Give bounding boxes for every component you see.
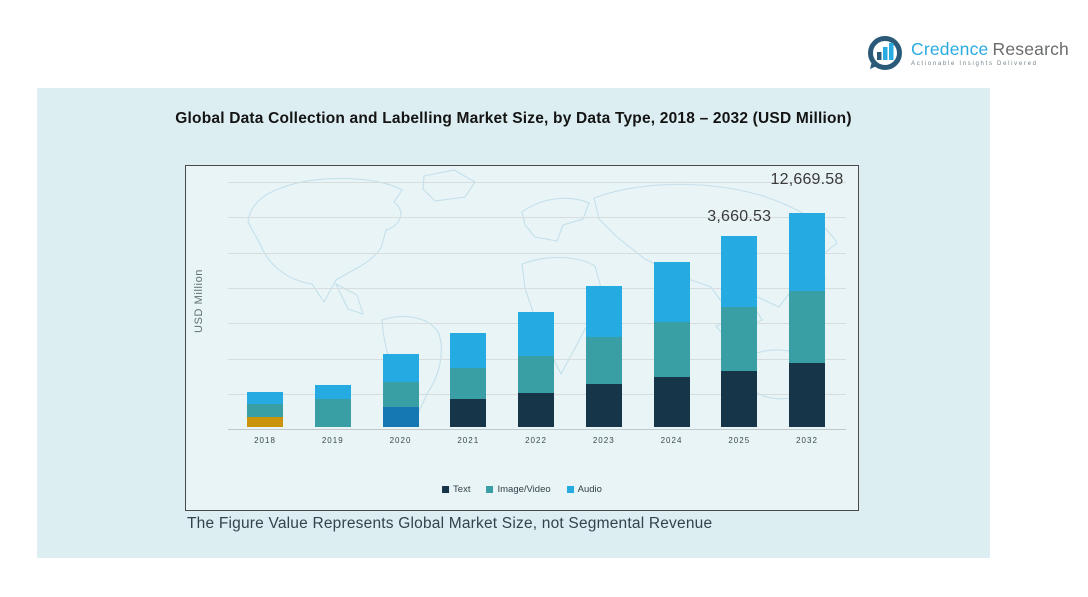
x-tick-2032: 2032 — [796, 436, 818, 445]
x-tick-2022: 2022 — [525, 436, 547, 445]
bar-2023-segment-image-video — [585, 337, 622, 384]
bar-2019-segment-audio — [314, 385, 351, 399]
bar-2018-segment-audio — [247, 392, 283, 404]
x-axis-line — [228, 429, 846, 430]
bar-2021-segment-audio — [450, 333, 487, 368]
footnote: The Figure Value Represents Global Marke… — [187, 515, 713, 532]
plot-area: USD Million Text Image/Video Audio 2018 201… — [185, 165, 859, 511]
bar-2022-segment-audio — [518, 312, 554, 356]
bar-2025-segment-audio — [721, 236, 758, 307]
gridline — [228, 217, 846, 219]
bar-2022-segment-image-video — [518, 356, 554, 393]
bar-2021 — [450, 333, 487, 427]
bar-2020-segment-audio — [382, 354, 419, 382]
legend-swatch-audio — [566, 486, 574, 493]
bar-2020-segment-image-video — [382, 382, 419, 407]
x-tick-2018: 2018 — [254, 436, 276, 445]
legend-label: Image/Video — [497, 484, 551, 495]
bar-2024-segment-text — [653, 377, 690, 427]
x-tick-2021: 2021 — [457, 436, 480, 445]
legend-label: Text — [453, 484, 471, 495]
gridline — [228, 252, 846, 254]
x-tick-2024: 2024 — [660, 436, 683, 445]
x-tick-2025: 2025 — [728, 436, 751, 445]
bar-2025-segment-image-video — [721, 307, 758, 371]
bar-2021-segment-image-video — [450, 368, 487, 399]
legend: Text Image/Video Audio — [442, 484, 602, 495]
bar-2019 — [314, 385, 351, 427]
brand-name-primary: Credence — [911, 38, 989, 59]
bar-2024-segment-audio — [653, 262, 690, 322]
gridline — [228, 182, 846, 183]
legend-item-text: Text — [442, 484, 470, 495]
bar-2025 — [721, 236, 758, 427]
bar-2023-segment-text — [585, 384, 622, 427]
bar-2018 — [247, 392, 283, 427]
x-tick-2023: 2023 — [592, 436, 615, 445]
bar-2032 — [789, 213, 825, 427]
legend-label: Audio — [577, 484, 602, 495]
bar-2023-segment-audio — [585, 286, 622, 337]
bar-2021-segment-text — [450, 399, 487, 427]
x-tick-2019: 2019 — [321, 436, 344, 445]
data-label-2032: 12,669.58 — [770, 171, 844, 188]
bar-2018-segment-text — [247, 417, 283, 427]
bar-2019-segment-image-video — [314, 399, 351, 427]
legend-item-image-video: Image/Video — [486, 484, 551, 495]
legend-swatch-text — [442, 486, 450, 493]
bar-2032-segment-audio — [789, 213, 825, 291]
bar-2022 — [518, 312, 554, 427]
bar-2023 — [585, 286, 622, 427]
brand-logo-icon — [866, 35, 904, 73]
data-label-2025: 3,660.53 — [707, 208, 772, 225]
bar-2025-segment-text — [721, 371, 758, 427]
bar-chart-bubble-icon — [868, 36, 902, 70]
bar-2024 — [653, 262, 690, 427]
bar-2024-segment-image-video — [653, 322, 690, 377]
brand-tagline: Actionable Insights Delivered — [911, 61, 1038, 68]
bar-2022-segment-text — [518, 393, 554, 427]
chart-title: Global Data Collection and Labelling Mar… — [175, 110, 852, 127]
bar-2018-segment-image-video — [247, 404, 283, 417]
brand-name-secondary: Research — [992, 38, 1069, 59]
bar-2032-segment-image-video — [789, 291, 825, 363]
bar-2020-segment-text — [382, 407, 419, 427]
legend-item-audio: Audio — [566, 484, 602, 495]
brand-name: Credence Research — [911, 38, 1069, 59]
brand-logo: Credence Research Actionable Insights Del… — [866, 35, 1069, 73]
y-axis-label: USD Million — [193, 268, 205, 334]
x-tick-2020: 2020 — [389, 436, 412, 445]
bar-2032-segment-text — [789, 363, 825, 427]
gridline — [228, 287, 846, 289]
legend-swatch-image-video — [486, 486, 494, 493]
bar-2020 — [382, 354, 419, 427]
